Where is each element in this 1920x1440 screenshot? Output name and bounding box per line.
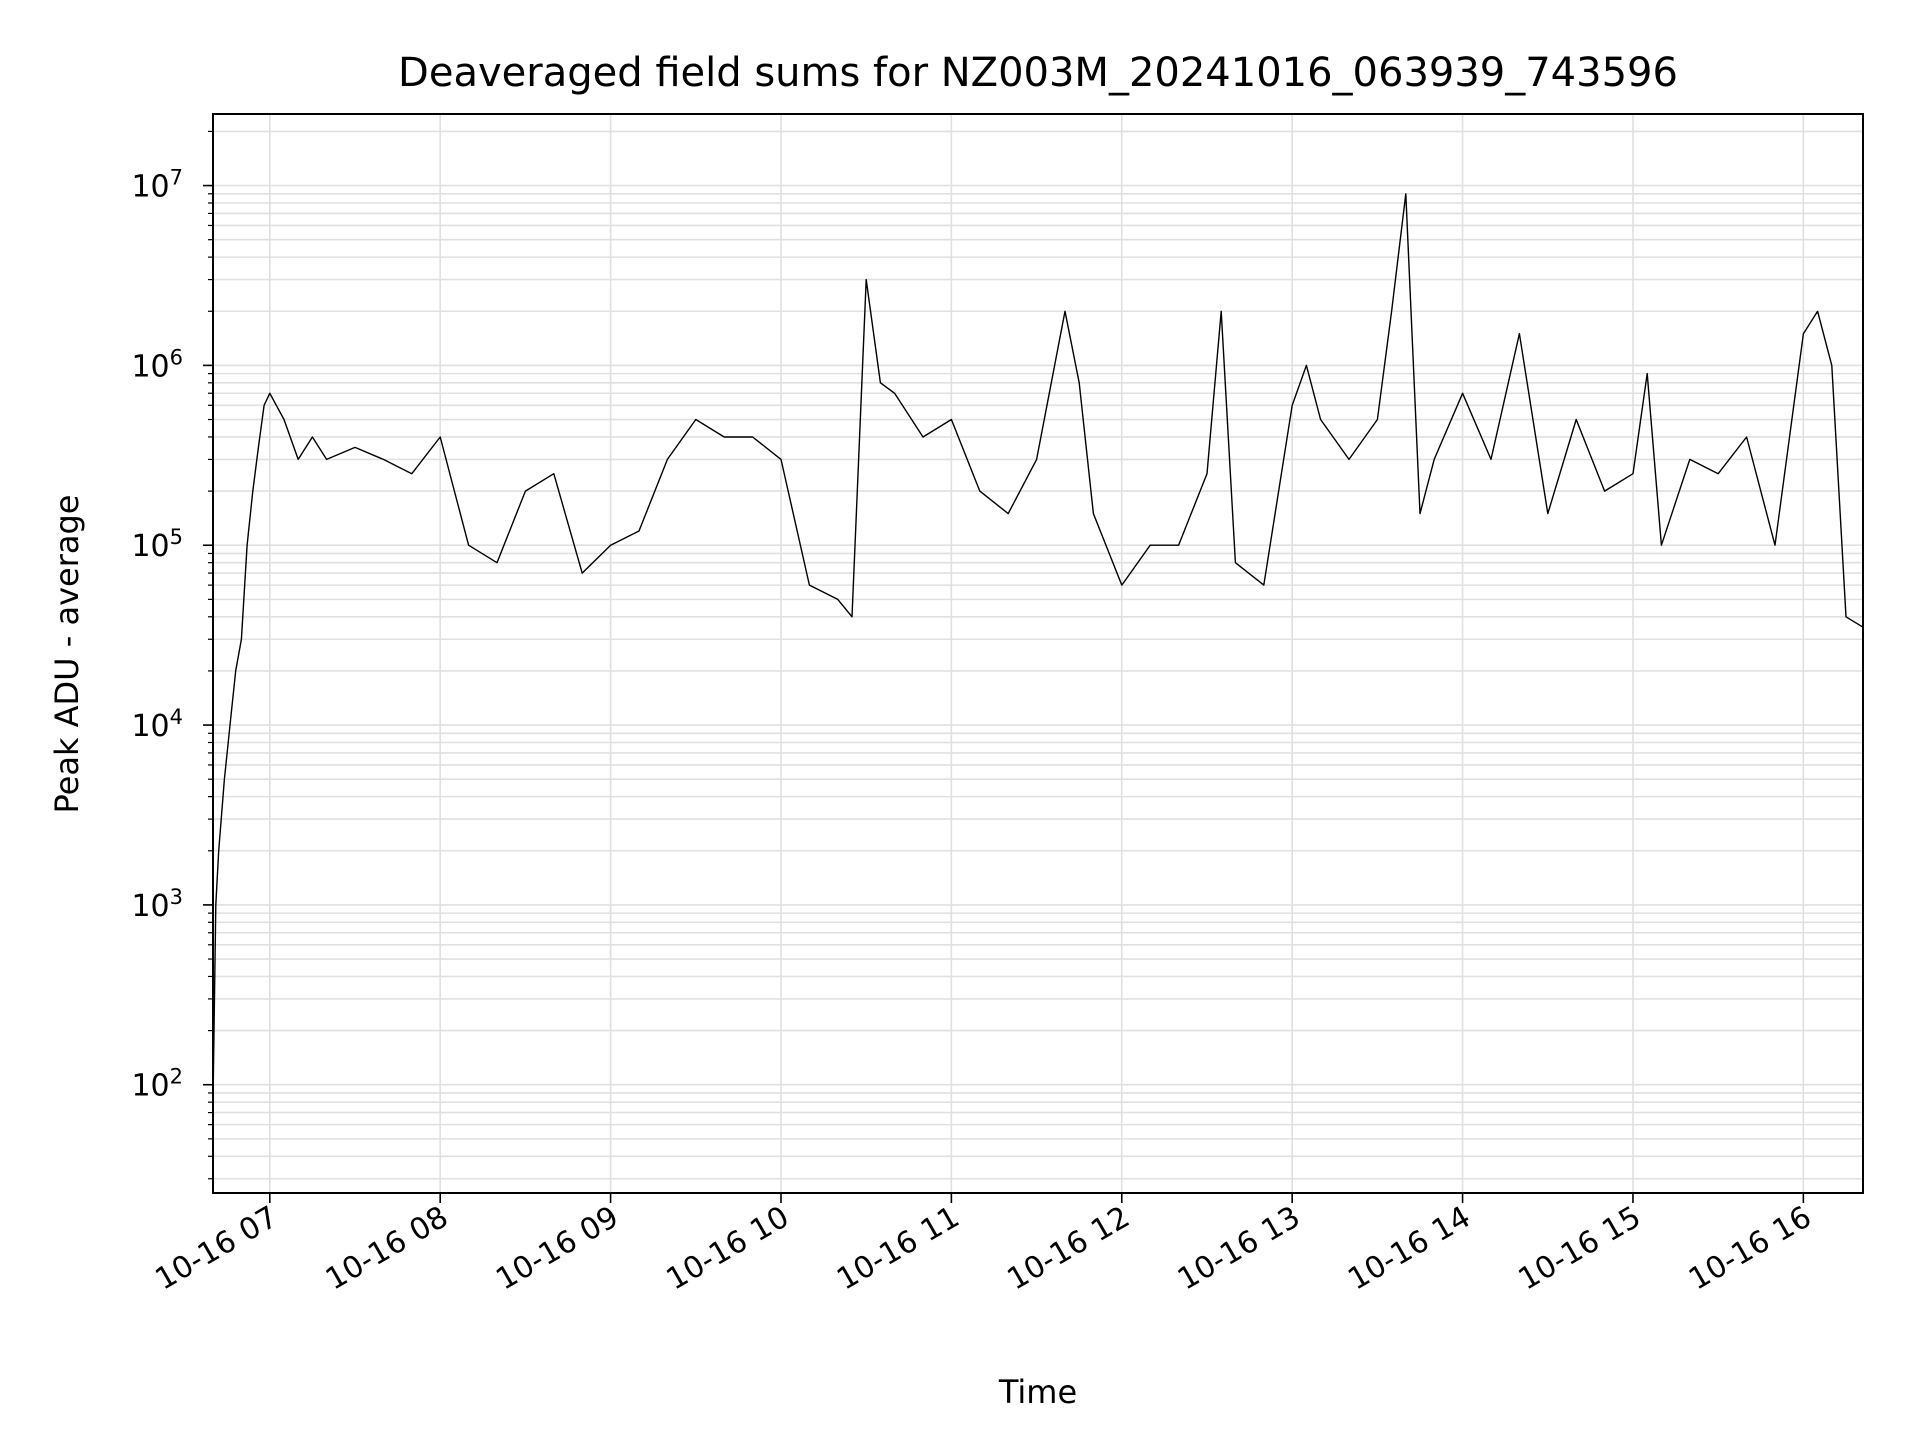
x-axis-title: Time bbox=[998, 1373, 1077, 1411]
y-tick-label: 105 bbox=[131, 525, 183, 564]
y-tick-label: 106 bbox=[131, 345, 183, 384]
data-line-series-0 bbox=[212, 193, 1864, 1103]
y-axis-title: Peak ADU - average bbox=[48, 495, 86, 814]
y-tick-label: 104 bbox=[131, 705, 183, 744]
plot-frame bbox=[212, 113, 1864, 1194]
grid bbox=[213, 114, 1863, 1193]
y-tick-label: 103 bbox=[131, 885, 183, 924]
y-tick-label: 107 bbox=[131, 166, 183, 205]
data-line-group bbox=[212, 193, 1864, 1103]
chart-title: Deaveraged field sums for NZ003M_2024101… bbox=[398, 50, 1678, 96]
y-tick-label: 102 bbox=[131, 1065, 183, 1104]
